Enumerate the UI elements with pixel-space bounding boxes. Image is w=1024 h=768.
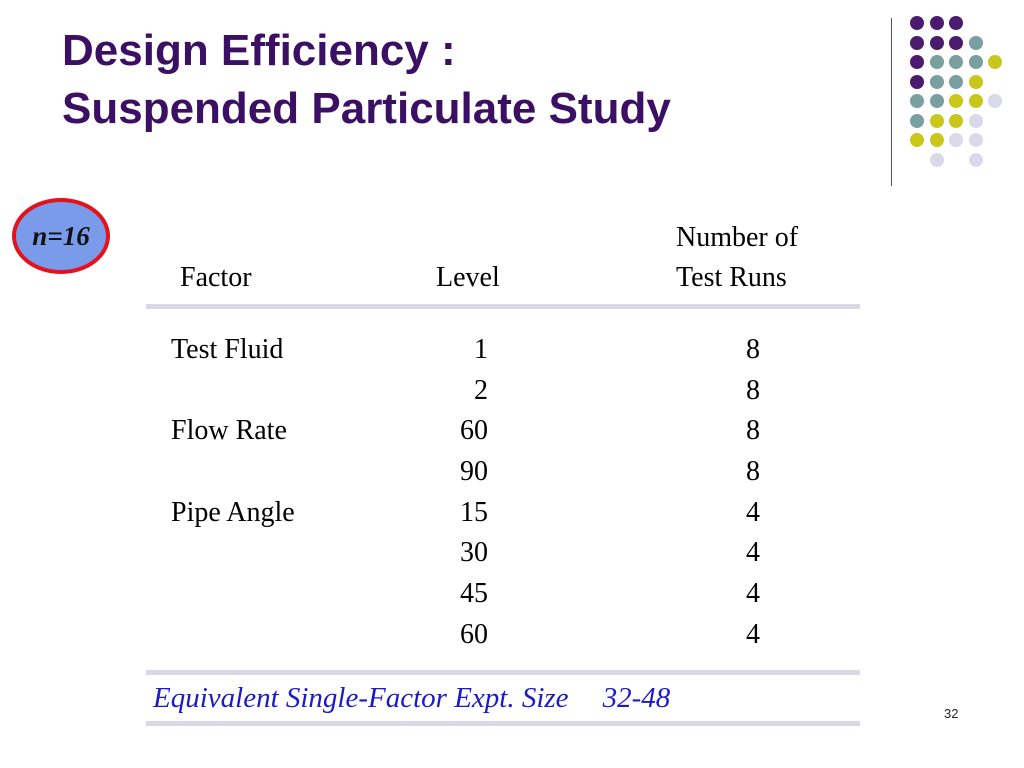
decorative-dot	[988, 94, 1002, 108]
decorative-dot	[968, 113, 983, 128]
decorative-divider	[891, 18, 892, 186]
decorative-dot	[968, 35, 983, 50]
level-cell: 90	[460, 456, 488, 488]
decorative-dot	[910, 133, 924, 147]
level-cell: 30	[460, 537, 488, 569]
decorative-dot	[929, 16, 944, 30]
slide-title-line-2: Suspended Particulate Study	[62, 84, 671, 133]
decorative-dot	[929, 152, 944, 167]
factor-cell: Flow Rate	[171, 415, 287, 447]
decorative-dot	[929, 74, 944, 89]
decorative-dot	[968, 94, 983, 108]
decorative-dot	[968, 133, 983, 147]
table-row: Test Fluid 1 8	[0, 330, 1024, 371]
level-cell: 60	[460, 415, 488, 447]
runs-cell: 8	[746, 374, 760, 406]
runs-cell: 8	[746, 334, 760, 365]
decorative-dot	[910, 74, 924, 89]
decorative-dot	[968, 74, 983, 89]
summary-label: Equivalent Single-Factor Expt. Size	[153, 682, 569, 714]
decorative-dot	[910, 16, 924, 30]
decorative-dot	[968, 152, 983, 167]
decorative-dot	[949, 16, 963, 30]
runs-cell: 4	[746, 618, 760, 650]
decorative-dot	[949, 55, 963, 69]
decorative-dot	[910, 35, 924, 50]
table-summary-rule	[146, 670, 860, 675]
decorative-dot	[949, 133, 963, 147]
level-cell: 15	[460, 496, 488, 528]
table-row: 45 4	[0, 574, 1024, 615]
runs-cell: 4	[746, 537, 760, 569]
summary-row: Equivalent Single-Factor Expt. Size 32-48	[153, 678, 670, 718]
decorative-dot	[929, 113, 944, 128]
runs-cell: 8	[746, 415, 760, 447]
slide-title: Design Efficiency : Suspended Particulat…	[62, 22, 671, 138]
header-level: Level	[436, 262, 500, 293]
decorative-dot	[929, 133, 944, 147]
table-top-rule	[146, 304, 860, 309]
header-factor: Factor	[180, 262, 252, 293]
decorative-dot	[949, 94, 963, 108]
level-cell: 1	[474, 334, 488, 365]
table-row: 60 4	[0, 615, 1024, 656]
table-row: 30 4	[0, 533, 1024, 574]
slide-title-line-1: Design Efficiency :	[62, 26, 456, 75]
table-body: Test Fluid 1 8 2 8 Flow Rate 60 8 90 8 P…	[0, 330, 1024, 656]
header-runs-line-2: Test Runs	[676, 262, 787, 293]
factor-cell: Test Fluid	[171, 334, 284, 365]
level-cell: 45	[460, 578, 488, 610]
page-number: 32	[944, 706, 959, 721]
level-cell: 2	[474, 374, 488, 406]
decorative-dot	[929, 94, 944, 108]
decorative-dot	[910, 55, 924, 69]
table-row: Pipe Angle 15 4	[0, 493, 1024, 534]
sample-size-label: n=16	[32, 220, 90, 251]
decorative-dot	[929, 55, 944, 69]
table-row: Flow Rate 60 8	[0, 411, 1024, 452]
level-cell: 60	[460, 618, 488, 650]
factor-cell: Pipe Angle	[171, 496, 295, 528]
runs-cell: 4	[746, 578, 760, 610]
decorative-dot	[929, 35, 944, 50]
decorative-dot	[988, 55, 1002, 69]
decorative-dot	[949, 113, 963, 128]
decorative-dot	[968, 55, 983, 69]
decorative-dot	[949, 35, 963, 50]
header-runs-line-1: Number of	[676, 222, 799, 253]
sample-size-badge: n=16	[12, 198, 110, 274]
decorative-dot	[910, 94, 924, 108]
decorative-dot	[910, 113, 924, 128]
summary-value: 32-48	[602, 682, 671, 714]
decorative-dot	[949, 74, 963, 89]
runs-cell: 8	[746, 456, 760, 488]
runs-cell: 4	[746, 496, 760, 528]
table-bottom-rule	[146, 721, 860, 726]
table-row: 90 8	[0, 452, 1024, 493]
table-row: 2 8	[0, 371, 1024, 412]
